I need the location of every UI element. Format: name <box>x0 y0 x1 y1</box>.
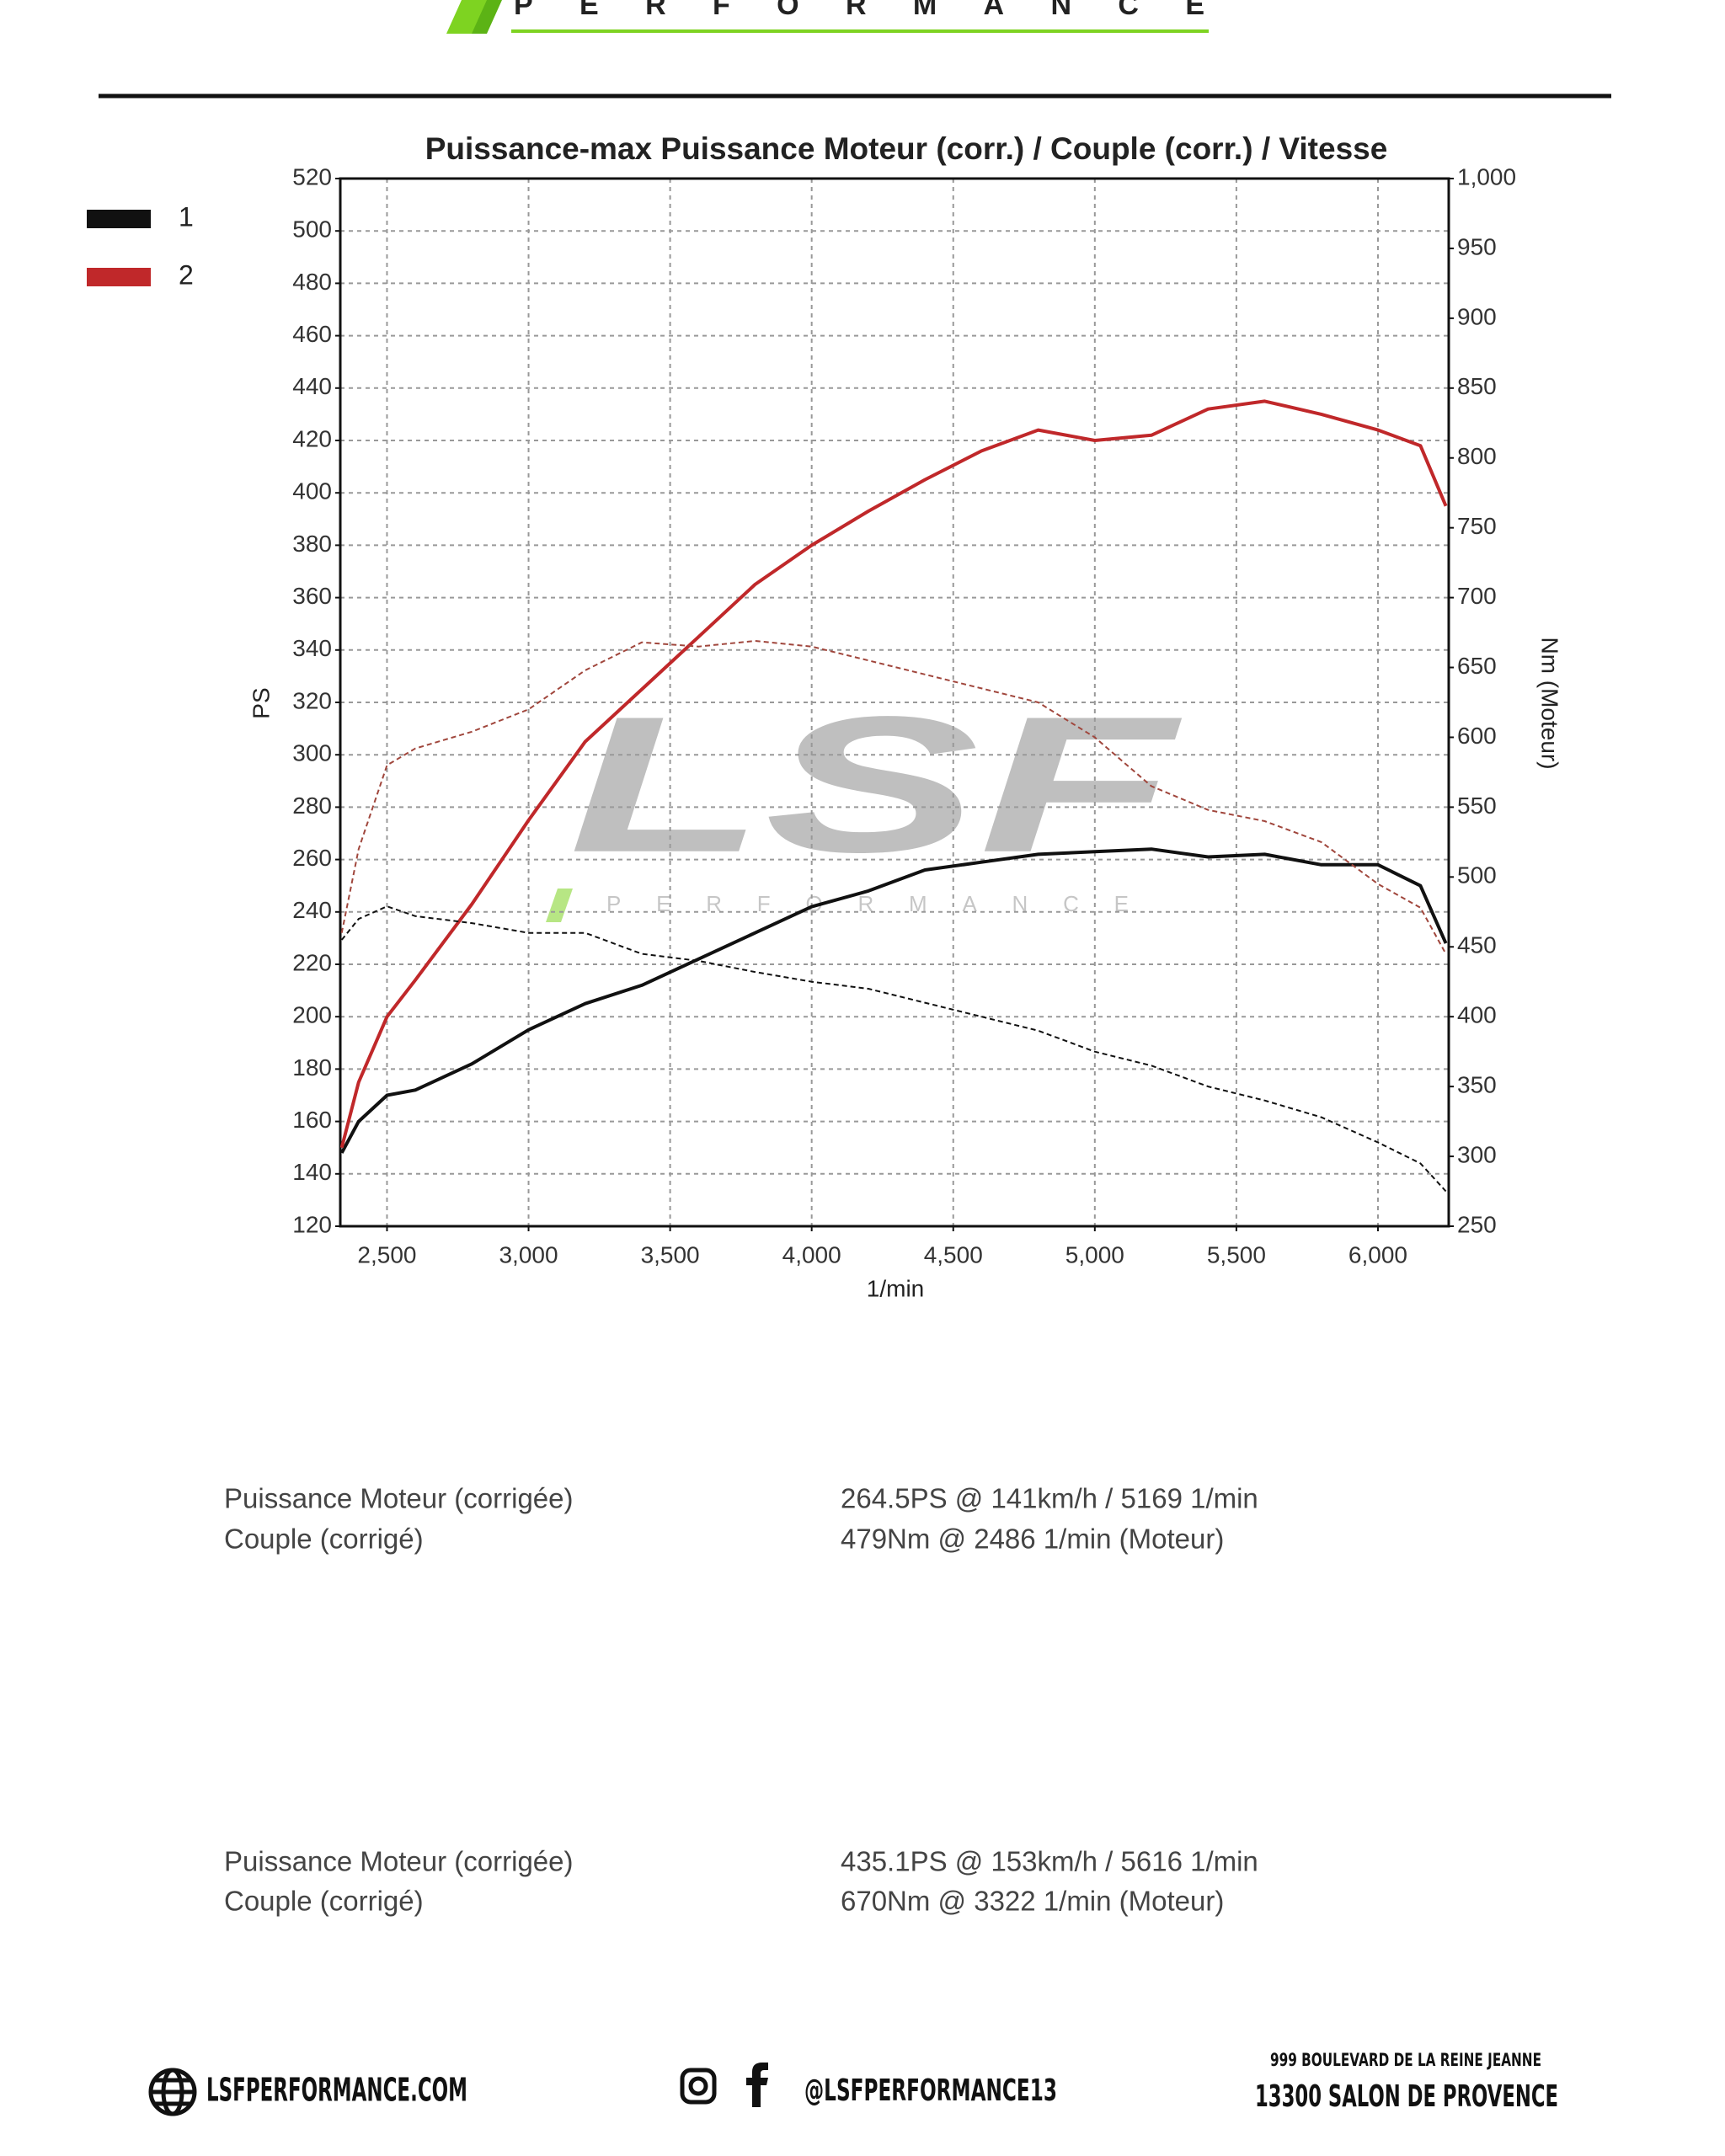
x-tick-label: 4,500 <box>924 1241 983 1267</box>
y2-tick-label: 700 <box>1457 583 1497 609</box>
y2-tick-label: 800 <box>1457 443 1497 469</box>
x-tick-label: 5,500 <box>1207 1241 1266 1267</box>
result-value: 479Nm @ 2486 1/min (Moteur) <box>841 1524 1224 1555</box>
watermark: LSF PERFORMANCE <box>546 676 1183 922</box>
y-tick-label: 140 <box>292 1159 332 1185</box>
facebook-icon <box>746 2063 768 2107</box>
result-label: Couple (corrigé) <box>224 1886 424 1917</box>
instagram-icon <box>680 2068 717 2105</box>
legend-swatch <box>87 268 151 286</box>
y-tick-label: 440 <box>292 373 332 399</box>
y-tick-label: 340 <box>292 635 332 661</box>
y-axis-label: PS <box>248 687 274 718</box>
result-label: Puissance Moteur (corrigée) <box>224 1483 574 1514</box>
y2-tick-label: 1,000 <box>1457 163 1516 189</box>
y-tick-label: 240 <box>292 897 332 923</box>
globe-icon <box>148 2068 197 2116</box>
y2-tick-label: 500 <box>1457 862 1497 889</box>
x-tick-label: 4,000 <box>782 1241 841 1267</box>
x-tick-label: 3,500 <box>641 1241 700 1267</box>
watermark-slash <box>546 889 573 922</box>
y2-tick-label: 300 <box>1457 1141 1497 1167</box>
y-tick-label: 180 <box>292 1054 332 1081</box>
legend-label: 1 <box>179 201 194 232</box>
y-tick-label: 220 <box>292 949 332 975</box>
y2-tick-label: 450 <box>1457 932 1497 958</box>
y2-tick-label: 650 <box>1457 653 1497 679</box>
result-value: 670Nm @ 3322 1/min (Moteur) <box>841 1886 1224 1917</box>
y2-tick-label: 750 <box>1457 513 1497 539</box>
result-label: Puissance Moteur (corrigée) <box>224 1846 574 1877</box>
result-value: 435.1PS @ 153km/h / 5616 1/min <box>841 1846 1258 1877</box>
footer-social: @LSFPERFORMANCE13 <box>804 2073 1057 2108</box>
y-tick-label: 120 <box>292 1211 332 1237</box>
y-tick-label: 420 <box>292 425 332 451</box>
y2-tick-label: 250 <box>1457 1211 1497 1237</box>
x-tick-label: 5,000 <box>1065 1241 1124 1267</box>
y-tick-label: 400 <box>292 478 332 504</box>
footer-website: LSFPERFORMANCE.COM <box>206 2072 467 2109</box>
y-tick-label: 380 <box>292 531 332 557</box>
torque-line <box>340 640 1447 955</box>
logo-slash <box>472 0 502 34</box>
y2-tick-label: 900 <box>1457 303 1497 329</box>
y-tick-label: 360 <box>292 583 332 609</box>
y-tick-label: 260 <box>292 845 332 871</box>
y2-axis-label: Nm (Moteur) <box>1537 637 1563 769</box>
x-axis-label: 1/min <box>867 1275 924 1301</box>
y-tick-label: 280 <box>292 792 332 819</box>
y-tick-label: 520 <box>292 163 332 189</box>
y-tick-label: 300 <box>292 740 332 766</box>
x-tick-label: 6,000 <box>1348 1241 1407 1267</box>
y-tick-label: 160 <box>292 1107 332 1133</box>
chart-title: Puissance-max Puissance Moteur (corr.) /… <box>425 131 1388 166</box>
power-line <box>339 847 1448 1154</box>
result-label: Couple (corrigé) <box>224 1524 424 1555</box>
y2-tick-label: 400 <box>1457 1002 1497 1028</box>
y-tick-label: 200 <box>292 1002 332 1028</box>
y-tick-label: 500 <box>292 216 332 243</box>
y2-tick-label: 950 <box>1457 233 1497 259</box>
header-brand: PERFORMANCE <box>514 0 1204 21</box>
torque-line <box>340 905 1447 1193</box>
footer-address: 13300 SALON DE PROVENCE <box>1255 2079 1558 2114</box>
y2-tick-label: 600 <box>1457 723 1497 749</box>
y2-tick-label: 850 <box>1457 373 1497 399</box>
power-line <box>339 399 1448 1149</box>
y2-tick-label: 350 <box>1457 1072 1497 1098</box>
x-tick-label: 2,500 <box>357 1241 416 1267</box>
legend-label: 2 <box>179 259 194 290</box>
plot-frame <box>339 177 1450 1228</box>
result-value: 264.5PS @ 141km/h / 5169 1/min <box>841 1483 1258 1514</box>
legend-swatch <box>87 210 151 228</box>
y-tick-label: 480 <box>292 269 332 295</box>
y2-tick-label: 550 <box>1457 792 1497 819</box>
x-tick-label: 3,000 <box>499 1241 558 1267</box>
y-tick-label: 320 <box>292 687 332 713</box>
footer-address: 999 BOULEVARD DE LA REINE JEANNE <box>1270 2050 1541 2070</box>
y-tick-label: 460 <box>292 321 332 347</box>
